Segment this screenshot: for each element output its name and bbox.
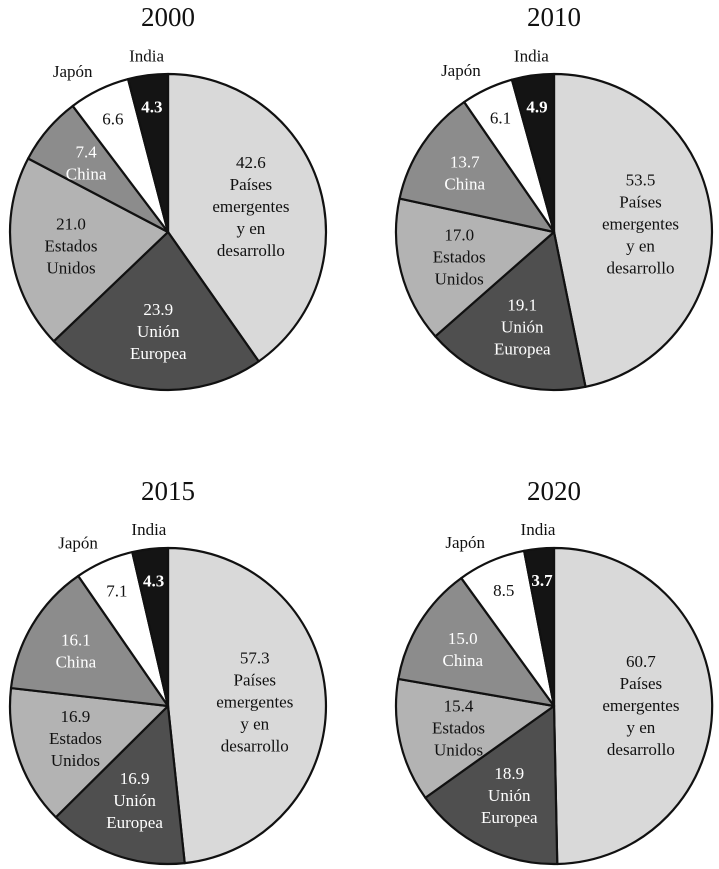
slice-label-emergentes-name-line: y en	[627, 718, 656, 737]
pie-slice-china	[398, 100, 556, 234]
chart-title: 2000	[141, 2, 195, 32]
slice-label-ue-name-line: Europea	[130, 344, 187, 363]
pie-slice-india	[510, 72, 556, 234]
slice-label-eeuu-name-line: Estados	[45, 237, 98, 256]
slice-name-japon: Japón	[53, 62, 93, 81]
chart-title: 2020	[527, 476, 581, 506]
pie-slice-eeuu	[8, 686, 170, 819]
chart-title: 2015	[141, 476, 195, 506]
slice-label-emergentes-name-line: desarrollo	[221, 736, 289, 755]
slice-name-india: India	[131, 520, 166, 539]
pie-slice-eeuu	[394, 197, 556, 338]
slice-label-emergentes-name-line: y en	[240, 714, 269, 733]
slice-label-emergentes-name-line: y en	[626, 236, 655, 255]
slice-label-emergentes-name-line: desarrollo	[217, 241, 285, 260]
slice-label-ue-name-line: Unión	[488, 786, 531, 805]
slice-value-japon: 8.5	[493, 581, 514, 600]
slice-label-china-name-line: China	[442, 651, 483, 670]
slice-label-china-value: 7.4	[75, 143, 97, 162]
slice-label-eeuu-name-line: Unidos	[46, 259, 95, 278]
slice-value-india: 4.3	[141, 98, 162, 117]
pie-slice-china	[397, 576, 556, 708]
slice-name-japon: Japón	[441, 61, 481, 80]
slice-label-emergentes-name-line: emergentes	[216, 692, 293, 711]
slice-label-china-value: 15.0	[448, 629, 478, 648]
slice-label-eeuu-name-line: Estados	[49, 729, 102, 748]
slice-label-emergentes-value: 60.7	[626, 652, 656, 671]
pie-slice-china	[9, 574, 170, 708]
pie-chart-2015: 2015 57.3 Países emergentes y en desarrollo 16…	[8, 476, 328, 866]
pie-chart-2010: 2010 53.5 Países emergentes y en desarrollo 19…	[394, 2, 714, 392]
chart-title: 2010	[527, 2, 581, 32]
slice-label-emergentes-name-line: y en	[237, 219, 266, 238]
slice-label-emergentes-name-line: desarrollo	[607, 258, 675, 277]
slice-value-japon: 7.1	[106, 581, 127, 600]
slice-label-eeuu-value: 16.9	[61, 707, 91, 726]
slice-name-japon: Japón	[445, 533, 485, 552]
pie-slice-eeuu	[8, 157, 170, 343]
slice-label-eeuu-name-line: Estados	[432, 719, 485, 738]
slice-label-emergentes-name-line: Países	[619, 192, 662, 211]
slice-label-ue-name-line: Europea	[106, 813, 163, 832]
pie-chart-2000: 2000 42.6 Países emergentes y en desarrollo 23…	[8, 2, 328, 392]
slice-label-china-name-line: China	[56, 653, 97, 672]
slice-name-india: India	[514, 47, 549, 66]
slice-label-eeuu-name-line: Estados	[433, 248, 486, 267]
pie-slice-ue	[54, 704, 186, 866]
slice-name-india: India	[521, 520, 556, 539]
pie-slice-ue	[424, 704, 559, 866]
pie-slice-eeuu	[394, 677, 556, 799]
pie-slice-emergentes	[552, 546, 714, 866]
slice-label-eeuu-name-line: Unidos	[51, 751, 100, 770]
slice-label-ue-name-line: Europea	[481, 808, 538, 827]
slice-label-emergentes-name-line: emergentes	[212, 197, 289, 216]
slice-label-china-name-line: China	[444, 174, 485, 193]
pie-chart-2020: 2020 60.7 Países emergentes y en desarrollo 18…	[394, 476, 714, 866]
pie-slice-india	[131, 546, 170, 708]
slice-label-ue-value: 23.9	[143, 300, 173, 319]
slice-label-emergentes-value: 57.3	[240, 648, 270, 667]
slice-label-emergentes-name-line: Países	[234, 670, 277, 689]
slice-label-ue-value: 16.9	[120, 769, 150, 788]
slice-label-emergentes-name-line: Países	[230, 175, 273, 194]
slice-label-eeuu-value: 21.0	[56, 215, 86, 234]
slice-label-eeuu-value: 17.0	[444, 226, 474, 245]
slice-name-japon: Japón	[58, 533, 98, 552]
pie-slice-emergentes	[552, 72, 714, 388]
pie-slice-india	[523, 546, 556, 708]
pie-slice-ue	[434, 230, 587, 392]
slice-label-china-name-line: China	[66, 165, 107, 184]
slice-label-china-value: 13.7	[450, 152, 480, 171]
slice-label-emergentes-value: 53.5	[626, 170, 656, 189]
slice-label-ue-value: 19.1	[507, 295, 537, 314]
slice-label-ue-name-line: Unión	[113, 791, 156, 810]
slice-label-eeuu-value: 15.4	[444, 697, 474, 716]
slice-name-india: India	[129, 46, 164, 65]
pie-slice-india	[126, 72, 170, 234]
pie-slice-emergentes	[166, 546, 328, 865]
pie-slice-ue	[52, 230, 260, 392]
slice-label-emergentes-name-line: Países	[620, 674, 663, 693]
slice-label-emergentes-name-line: emergentes	[602, 696, 679, 715]
slice-label-ue-name-line: Unión	[501, 317, 544, 336]
slice-value-india: 4.9	[526, 98, 547, 117]
slice-value-india: 4.3	[143, 571, 164, 590]
slice-label-eeuu-name-line: Unidos	[435, 270, 484, 289]
slice-value-japon: 6.6	[102, 109, 123, 128]
slice-label-eeuu-name-line: Unidos	[434, 741, 483, 760]
slice-value-india: 3.7	[531, 571, 553, 590]
slice-label-ue-name-line: Unión	[137, 322, 180, 341]
slice-label-ue-value: 18.9	[494, 764, 524, 783]
slice-value-japon: 6.1	[490, 109, 511, 128]
slice-label-emergentes-value: 42.6	[236, 153, 266, 172]
slice-label-ue-name-line: Europea	[494, 339, 551, 358]
slice-label-china-value: 16.1	[61, 631, 91, 650]
pie-slice-emergentes	[166, 72, 328, 363]
slice-label-emergentes-name-line: emergentes	[602, 214, 679, 233]
slice-label-emergentes-name-line: desarrollo	[607, 740, 675, 759]
